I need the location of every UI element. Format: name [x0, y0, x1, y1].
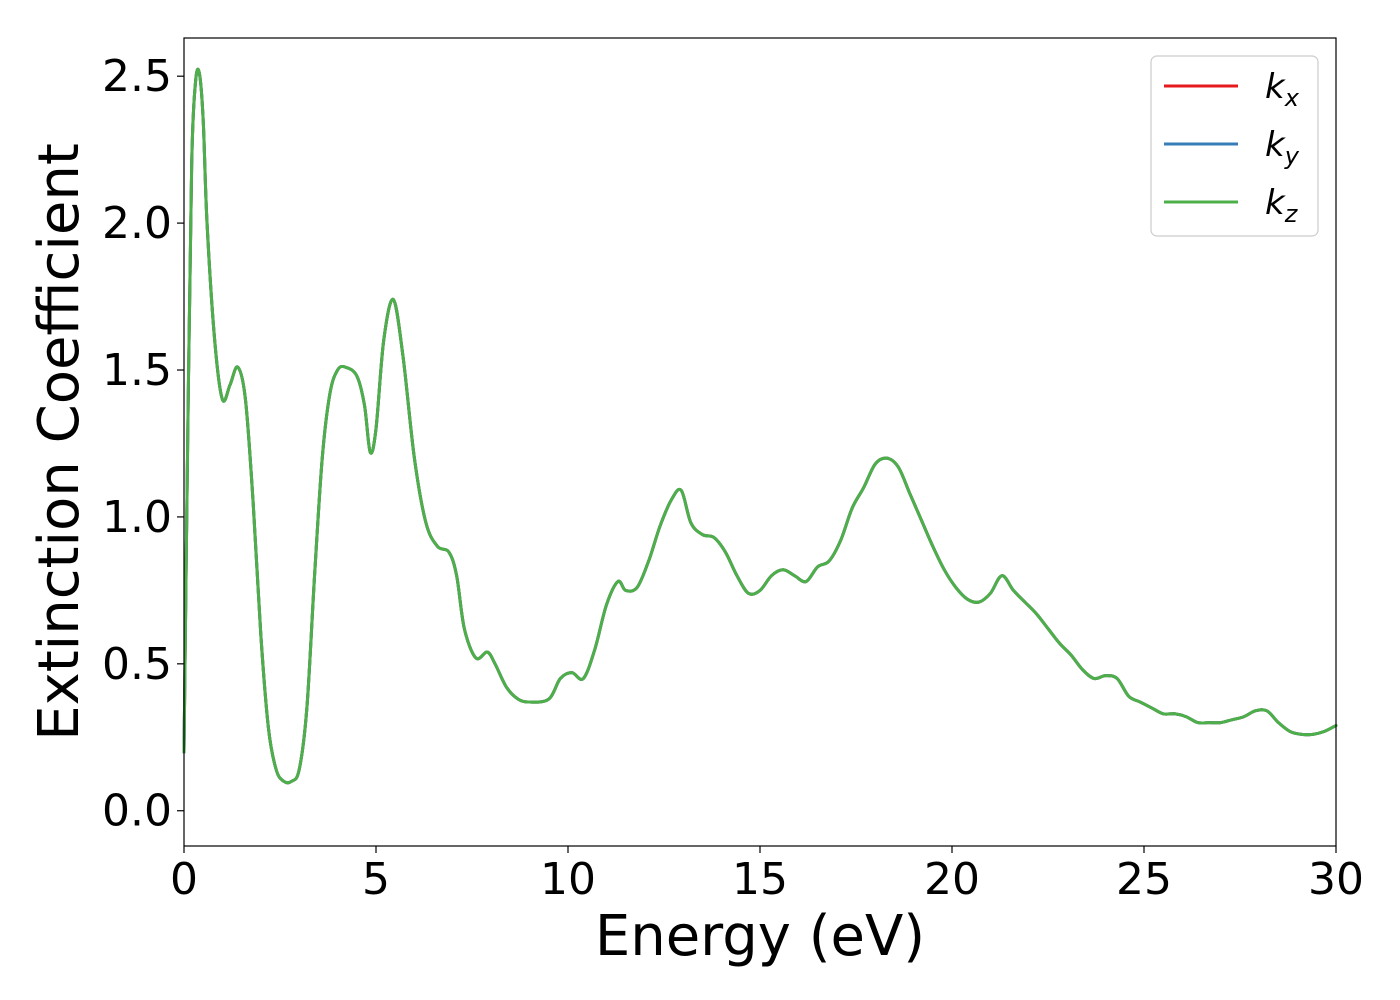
plot-area [184, 38, 1336, 846]
y-tick-label: 0.5 [102, 639, 172, 690]
series-line-z [182, 67, 1338, 785]
y-tick-label: 2.0 [102, 198, 172, 249]
plot-frame [183, 37, 1337, 847]
axes-layer: 0 5 10 15 20 25 30 0.0 0.5 1.0 1.5 2.0 2.5 [102, 51, 1364, 905]
legend-label-y: ky [1265, 125, 1300, 170]
x-tick-label: 25 [1116, 854, 1172, 905]
x-tick-label: 0 [170, 854, 198, 905]
x-tick-label: 15 [732, 854, 788, 905]
y-tick-label: 2.5 [102, 51, 172, 102]
x-axis-title: Energy (eV) [595, 904, 925, 969]
y-tick-label: 1.5 [102, 345, 172, 396]
x-tick-label: 5 [362, 854, 390, 905]
y-tick-label: 0.0 [102, 786, 172, 837]
x-tick-label: 20 [924, 854, 980, 905]
x-tick-label: 10 [540, 854, 596, 905]
x-tick-label: 30 [1308, 854, 1364, 905]
series-layer [182, 67, 1338, 785]
y-axis-title: Extinction Coefficient [27, 143, 92, 741]
y-tick-label: 1.0 [102, 492, 172, 543]
legend-box [1150, 55, 1319, 237]
